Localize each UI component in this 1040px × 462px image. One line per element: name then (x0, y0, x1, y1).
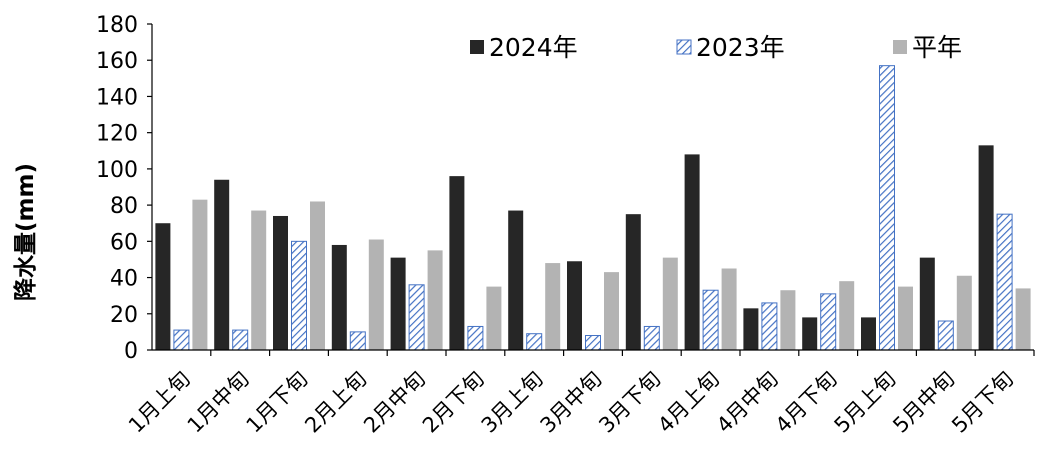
y-tick-label: 60 (110, 230, 138, 255)
bar (331, 244, 347, 350)
bar (861, 317, 876, 350)
bar (310, 201, 325, 350)
x-tick-label: 5月中旬 (888, 367, 959, 438)
y-tick-label: 140 (96, 85, 138, 110)
bar (743, 308, 759, 350)
bar (919, 257, 935, 350)
bar (368, 239, 384, 350)
bar (232, 329, 249, 351)
legend-swatch (893, 40, 907, 54)
bar (839, 281, 855, 350)
bar (761, 302, 778, 351)
y-tick-label: 0 (124, 339, 138, 364)
y-axis-label: 降水量(mm) (13, 163, 39, 301)
legend-swatch (676, 39, 692, 55)
bar (508, 210, 524, 350)
bar (251, 210, 267, 350)
bar (427, 250, 443, 350)
bar (684, 154, 700, 350)
bar (996, 213, 1013, 351)
bar (604, 272, 619, 350)
bar (978, 145, 994, 350)
bar (408, 284, 425, 351)
bar (780, 290, 796, 350)
bar (702, 289, 719, 351)
bar (390, 257, 406, 350)
bar (879, 65, 895, 351)
y-tick-label: 120 (96, 122, 138, 147)
bar (662, 257, 678, 350)
bar (449, 176, 465, 350)
bar (956, 275, 972, 350)
x-tick-label: 3月下旬 (594, 367, 665, 438)
x-tick-label: 1月中旬 (183, 367, 254, 438)
legend-label: 2024年 (489, 33, 578, 62)
bar (625, 214, 641, 350)
legend: 2024年 2023年 平年 (470, 33, 962, 62)
bar (937, 320, 954, 351)
x-tick-label: 2月中旬 (359, 367, 430, 438)
bar (273, 215, 288, 350)
y-tick-label: 40 (110, 267, 138, 292)
x-tick-label: 3月中旬 (536, 367, 607, 438)
y-tick-label: 20 (110, 303, 138, 328)
y-tick-label: 100 (96, 158, 138, 183)
legend-label: 平年 (912, 33, 962, 62)
bar (155, 223, 171, 350)
bar (214, 179, 230, 350)
bar (291, 240, 307, 351)
bar (1015, 288, 1031, 350)
bar (526, 333, 543, 351)
x-tick-label: 1月上旬 (124, 367, 195, 438)
bar (898, 286, 913, 350)
bar (467, 325, 484, 351)
bar (643, 325, 660, 351)
x-tick-label: 5月下旬 (947, 367, 1018, 438)
bar (349, 331, 366, 351)
legend-swatch (470, 40, 484, 54)
x-tick-label: 1月下旬 (242, 367, 313, 438)
bar (802, 317, 818, 350)
y-tick-label: 160 (96, 49, 138, 74)
bars (155, 65, 1031, 351)
x-tick-label: 4月上旬 (653, 367, 724, 438)
bar (486, 286, 502, 350)
y-axis: 0 20 40 60 80 100 120 140 160 180 (96, 13, 153, 364)
bar (545, 263, 561, 350)
bar (192, 199, 208, 350)
legend-label: 2023年 (696, 33, 785, 62)
x-tick-label: 4月中旬 (712, 367, 783, 438)
bar (721, 268, 737, 350)
x-tick-label: 3月上旬 (477, 367, 548, 438)
x-tick-label: 2月下旬 (418, 367, 489, 438)
x-tick-label: 4月下旬 (771, 367, 842, 438)
x-tick-label: 5月上旬 (830, 367, 901, 438)
y-tick-label: 80 (110, 194, 138, 219)
x-axis: 1月上旬1月中旬1月下旬2月上旬2月中旬2月下旬3月上旬3月中旬3月下旬4月上旬… (124, 349, 1035, 438)
bar (820, 293, 837, 351)
bar (567, 261, 582, 350)
y-tick-label: 180 (96, 13, 138, 38)
x-tick-label: 2月上旬 (300, 367, 371, 438)
bar (585, 335, 601, 351)
bar (173, 329, 190, 351)
